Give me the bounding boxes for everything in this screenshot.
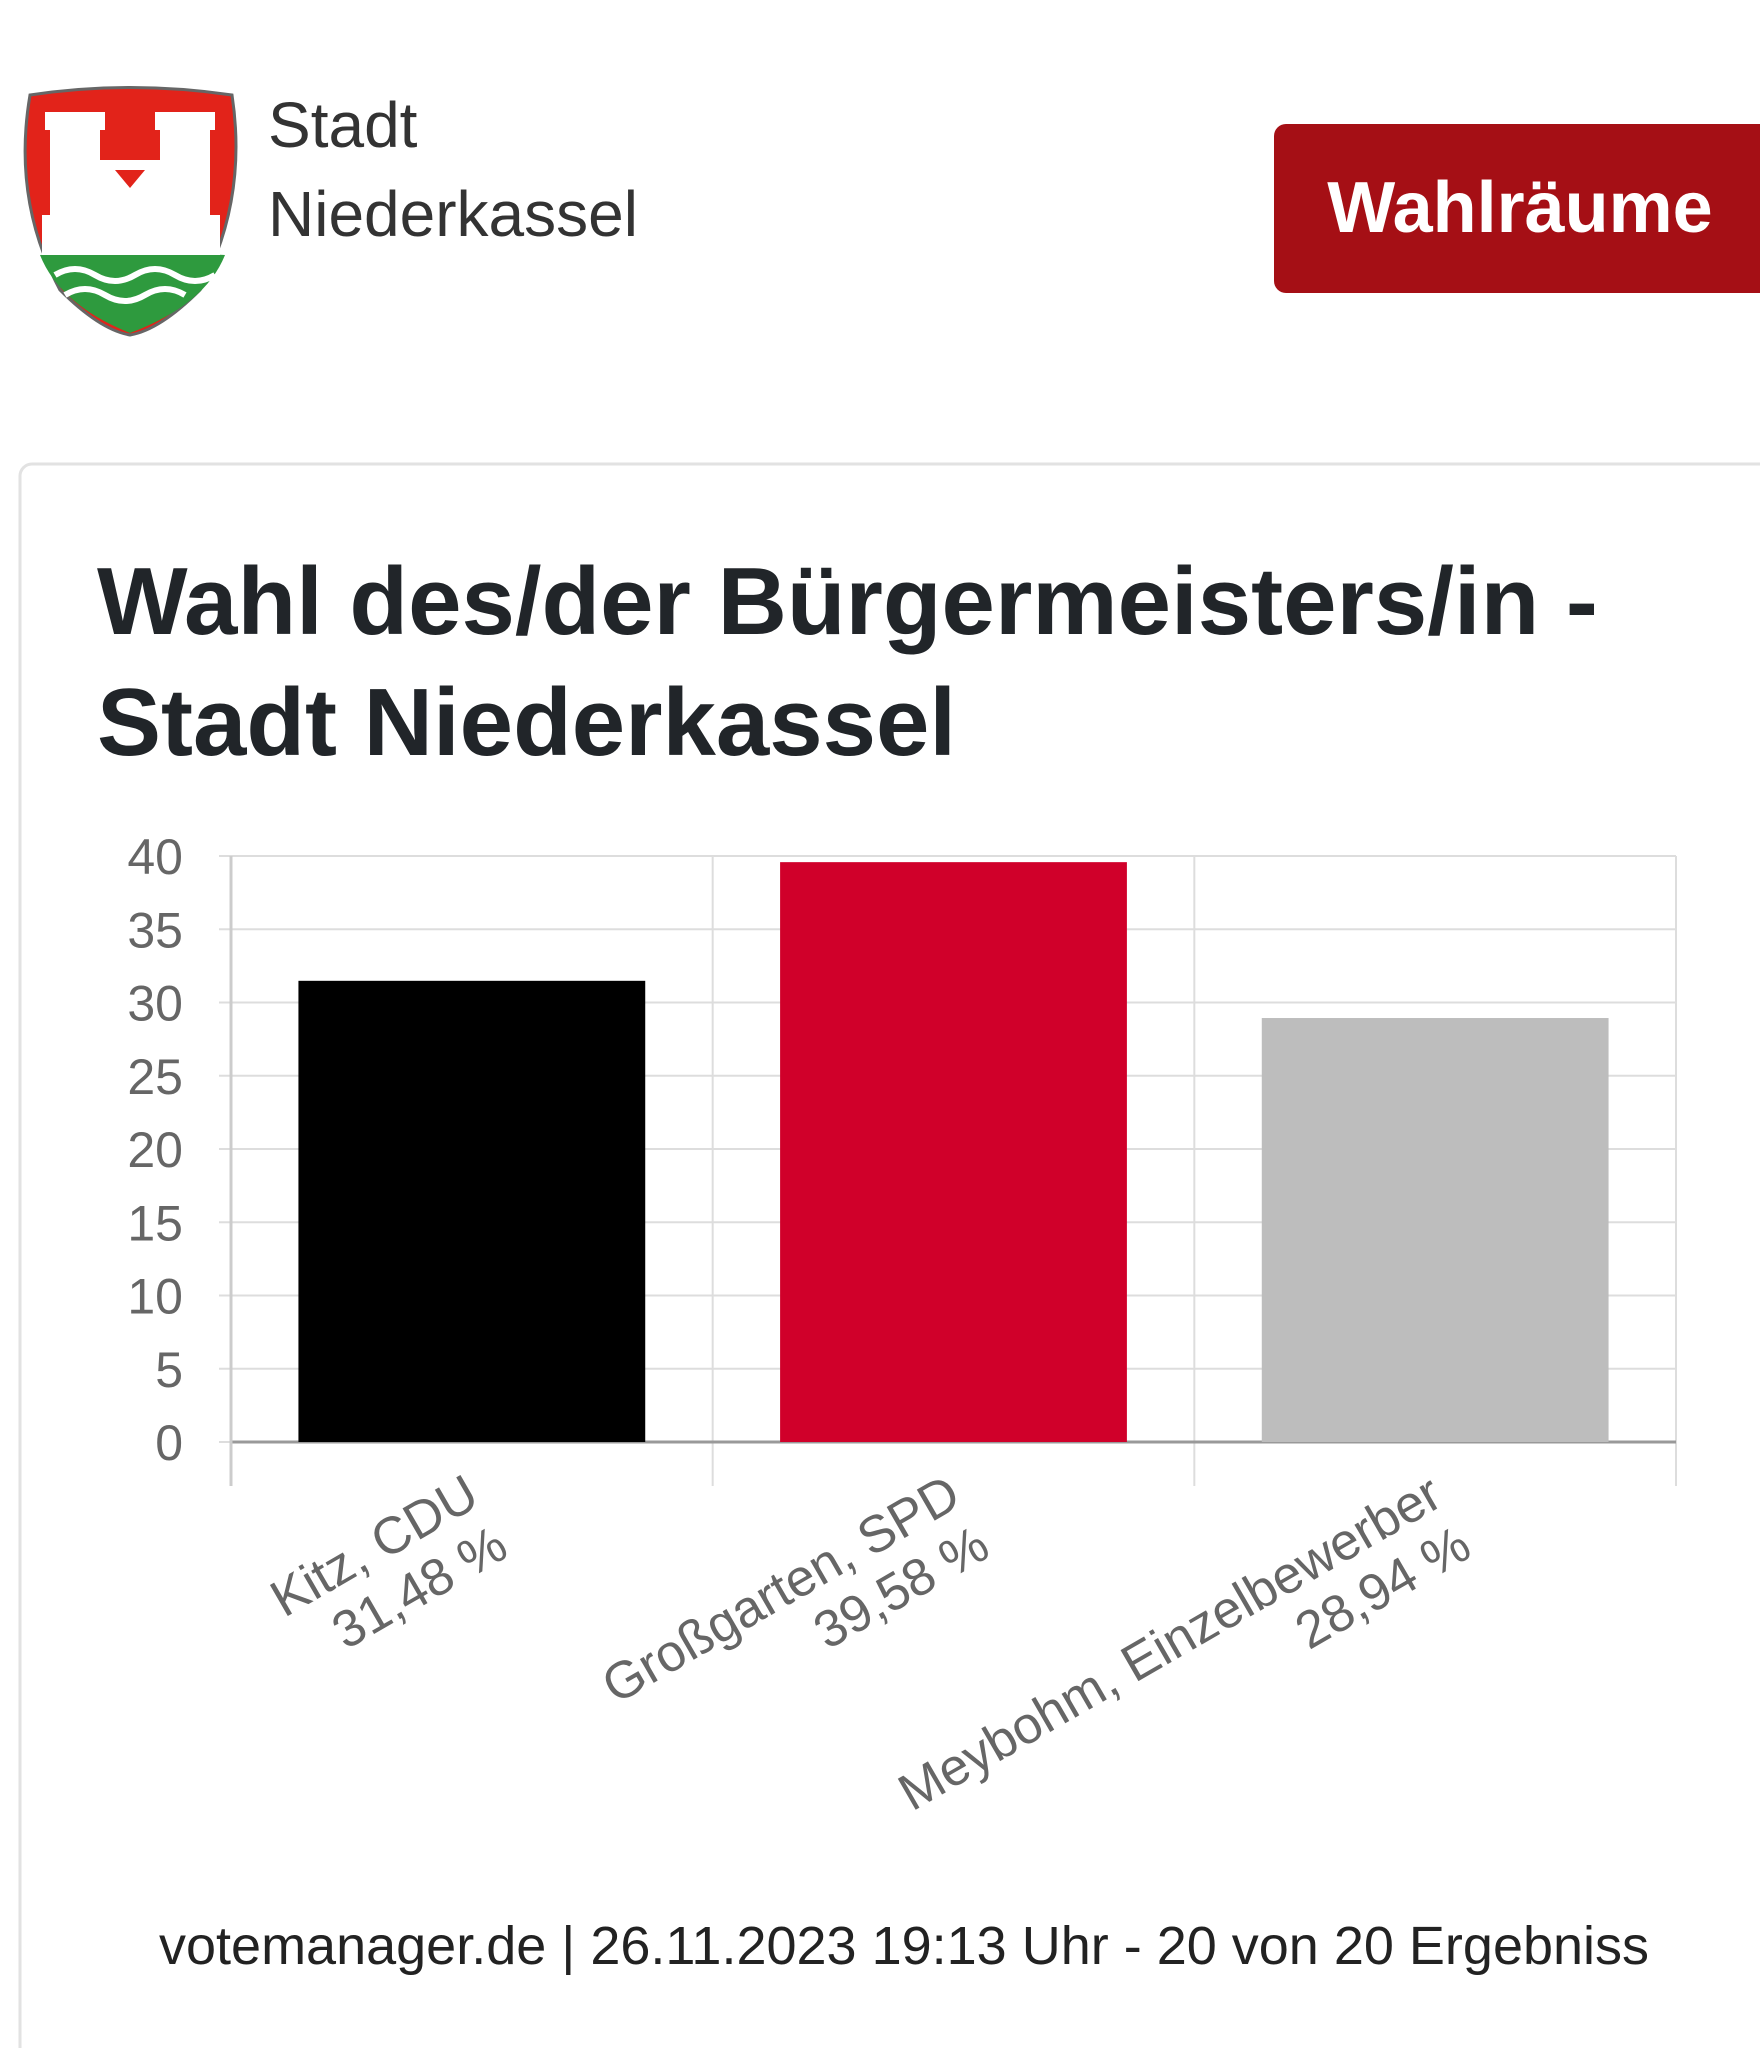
y-tick-label: 0 <box>155 1415 183 1471</box>
button-label[interactable]: Wahlräume <box>1327 168 1712 248</box>
chart-title: Wahl des/der Bürgermeisters/in - <box>97 548 1598 655</box>
y-tick-label: 35 <box>127 902 183 958</box>
y-tick-label: 20 <box>127 1122 183 1178</box>
y-tick-label: 30 <box>127 976 183 1032</box>
bar <box>780 862 1127 1442</box>
y-tick-label: 25 <box>127 1049 183 1105</box>
bar <box>298 980 646 1442</box>
brand-line: Stadt <box>268 89 418 161</box>
y-tick-label: 10 <box>127 1269 183 1325</box>
brand-line: Niederkassel <box>268 178 638 250</box>
bar <box>1261 1018 1609 1442</box>
city-logo <box>23 86 238 337</box>
y-tick-label: 40 <box>127 829 183 885</box>
y-tick-label: 5 <box>155 1342 183 1398</box>
footer-source: votemanager.de | 26.11.2023 19:13 Uhr - … <box>159 1916 1649 1976</box>
y-tick-label: 15 <box>127 1195 183 1251</box>
wahlraeume-button[interactable] <box>1274 124 1760 293</box>
chart-title: Stadt Niederkassel <box>97 669 956 776</box>
